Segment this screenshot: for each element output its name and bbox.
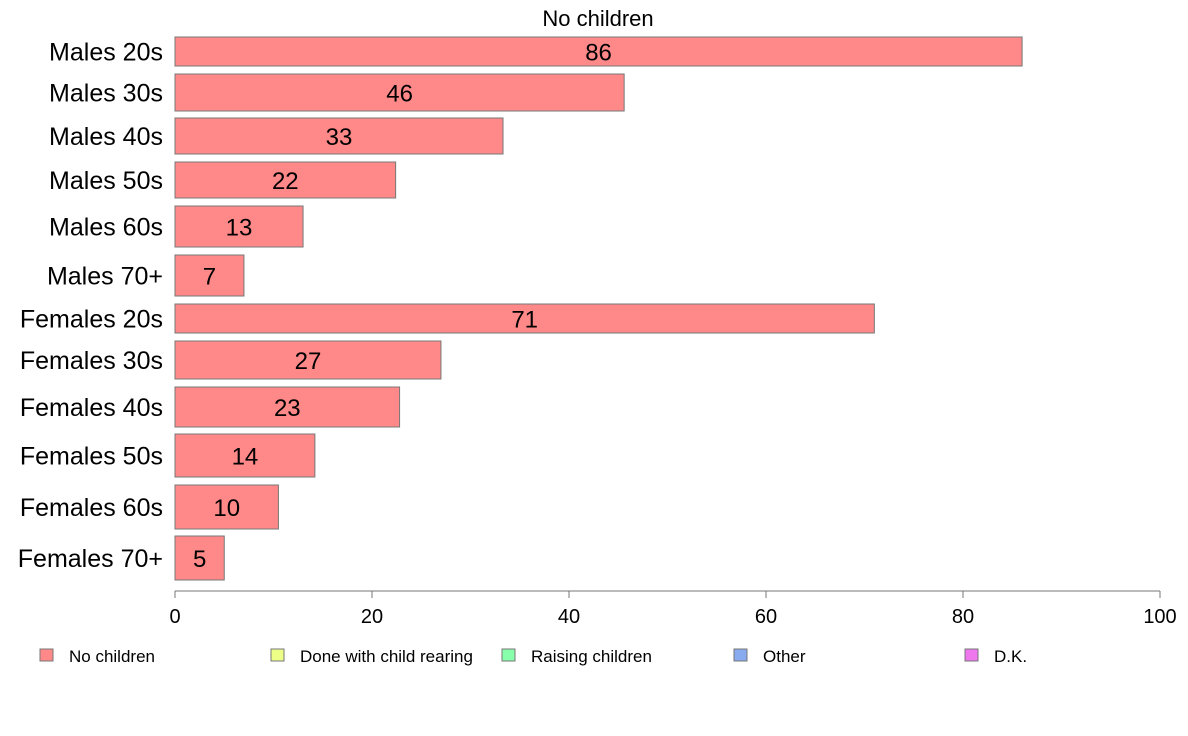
category-label: Males 60s [49, 214, 163, 242]
legend-swatch [270, 648, 285, 662]
category-label: Females 70+ [18, 545, 163, 573]
category-label: Males 40s [49, 123, 163, 151]
bar [174, 117, 504, 155]
legend-swatch [964, 648, 979, 662]
category-label: Males 30s [49, 80, 163, 108]
bar-value-label: 14 [232, 444, 259, 471]
bar [174, 73, 625, 112]
legend-label: Done with child rearing [300, 647, 473, 666]
category-label: Males 70+ [47, 263, 163, 291]
bar-value-label: 86 [585, 40, 612, 67]
legend-label: Raising children [531, 647, 652, 666]
legend-label: No children [69, 647, 155, 666]
category-label: Males 20s [49, 39, 163, 67]
category-label: Females 20s [20, 306, 163, 334]
category-label: Females 30s [20, 347, 163, 375]
category-label: Males 50s [49, 167, 163, 195]
bar-value-label: 46 [386, 81, 413, 108]
bar-value-label: 71 [511, 307, 538, 334]
bar [174, 254, 245, 297]
bar [174, 484, 279, 530]
chart-title: No children [542, 6, 653, 31]
bar [174, 386, 401, 428]
legend: No children Done with child rearing Raisin… [39, 647, 1027, 666]
x-tick-label: 80 [952, 606, 974, 628]
category-label: Females 60s [20, 494, 163, 522]
x-tick-label: 60 [755, 606, 777, 628]
legend-label: Other [763, 647, 806, 666]
bar-value-label: 27 [295, 348, 322, 375]
bar [174, 36, 1023, 67]
bar [174, 433, 316, 478]
x-axis: 0 20 40 60 80 100 [169, 590, 1177, 628]
bar-value-label: 5 [193, 546, 206, 573]
bar [174, 161, 397, 199]
bar-value-label: 23 [274, 395, 301, 422]
bar-value-label: 13 [226, 215, 253, 242]
bar [174, 205, 304, 248]
bar-value-label: 10 [213, 495, 240, 522]
legend-label: D.K. [994, 647, 1027, 666]
bar [174, 303, 875, 334]
legend-swatch [501, 648, 516, 662]
bar [174, 535, 225, 581]
category-label: Females 40s [20, 394, 163, 422]
bar-value-label: 22 [272, 168, 299, 195]
x-tick-label: 0 [169, 606, 180, 628]
bars-group: Males 20s 86 Males 30s 46 Males 40s 33 Males 5… [18, 36, 1023, 581]
x-tick-label: 40 [558, 606, 580, 628]
legend-swatch [733, 648, 748, 662]
x-tick-label: 100 [1143, 606, 1176, 628]
bar [174, 340, 442, 380]
category-label: Females 50s [20, 443, 163, 471]
legend-swatch [39, 648, 54, 662]
bar-value-label: 33 [326, 124, 353, 151]
bar-value-label: 7 [203, 264, 216, 291]
x-tick-label: 20 [361, 606, 383, 628]
